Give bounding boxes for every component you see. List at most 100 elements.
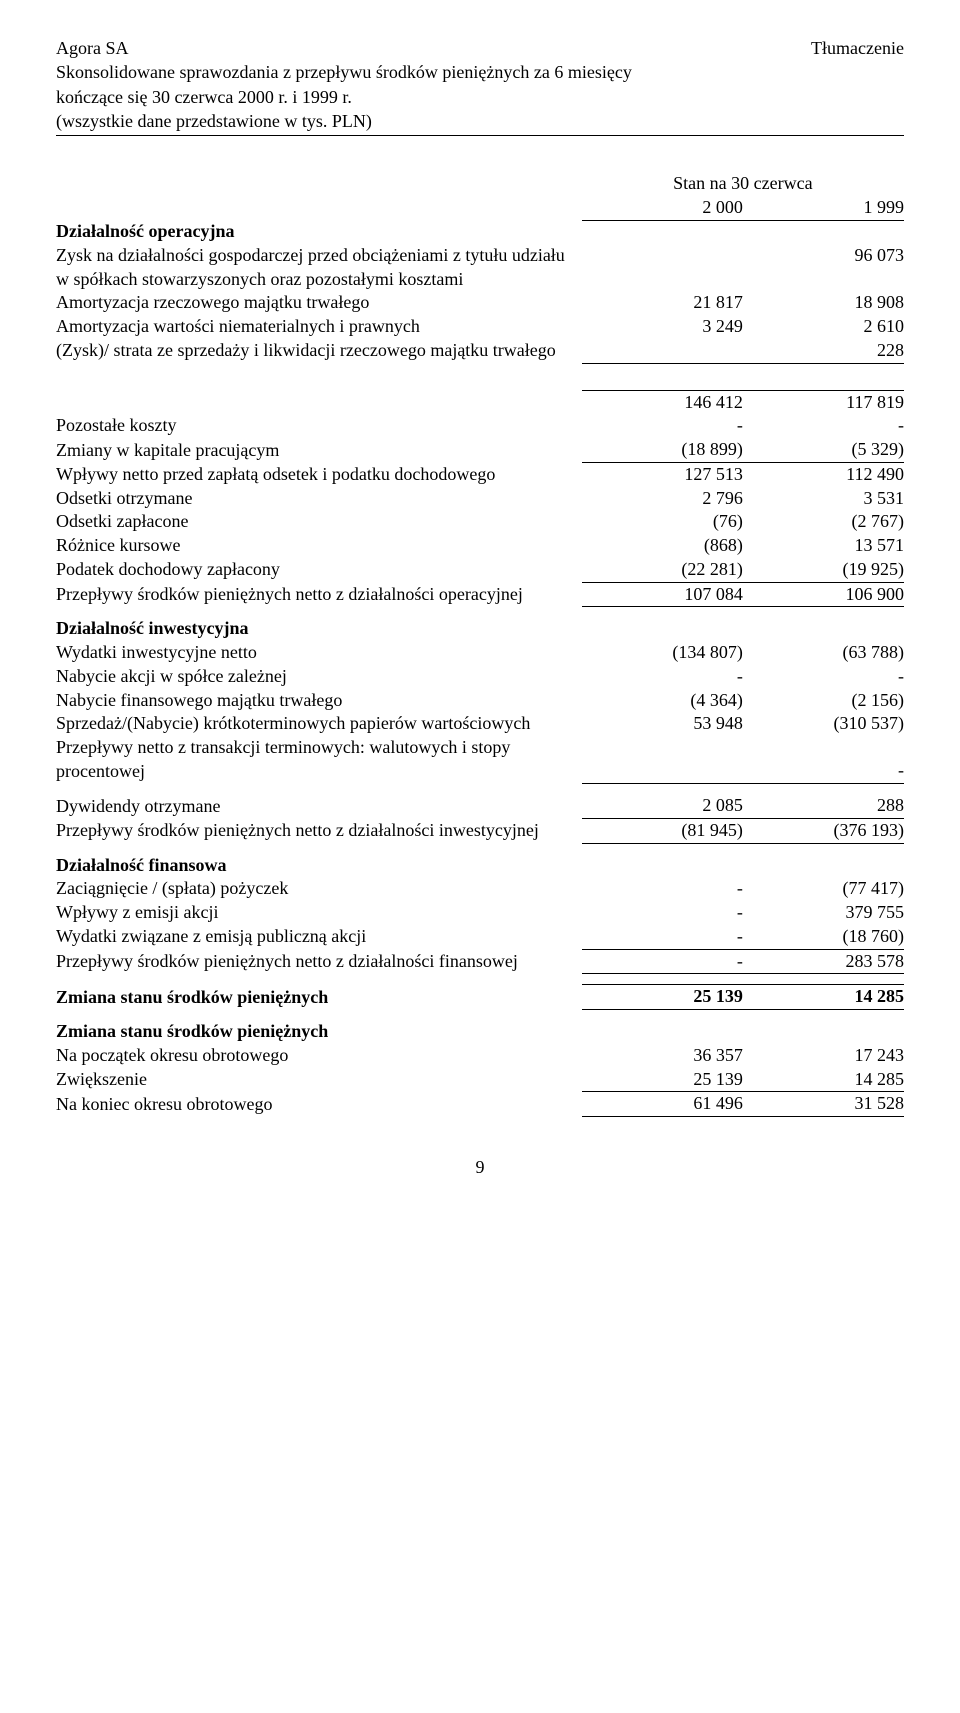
op-r1-c1: [582, 244, 743, 292]
change-c1: 25 139: [582, 985, 743, 1010]
header-right: Tłumaczenie: [811, 36, 904, 60]
inv-r3-c2: (2 156): [743, 689, 904, 713]
page-number: 9: [56, 1157, 904, 1178]
op-r8-c2: 3 531: [743, 487, 904, 511]
op-r4-c2: 228: [743, 339, 904, 363]
investing-title: Działalność inwestycyjna: [56, 617, 582, 641]
op-subtotal-c1: 146 412: [582, 390, 743, 414]
header-left: Agora SA: [56, 36, 129, 60]
op-r11-label: Podatek dochodowy zapłacony: [56, 558, 582, 582]
op-subtotal-c2: 117 819: [743, 390, 904, 414]
op-r2-label: Amortyzacja rzeczowego majątku trwałego: [56, 291, 582, 315]
cashflow-table: Stan na 30 czerwca 2 000 1 999 Działalno…: [56, 172, 904, 1117]
change-title: Zmiana stanu środków pieniężnych: [56, 985, 582, 1010]
op-r2-c2: 18 908: [743, 291, 904, 315]
recon-r3-c2: 31 528: [743, 1092, 904, 1117]
inv-r5-label: Przepływy netto z transakcji terminowych…: [56, 736, 582, 784]
inv-r5-c1: [582, 736, 743, 784]
fin-r3-c2: (18 760): [743, 925, 904, 949]
company-name: Agora SA: [56, 38, 129, 58]
op-r12-c1: 107 084: [582, 582, 743, 607]
inv-r2-c1: -: [582, 665, 743, 689]
recon-title: Zmiana stanu środków pieniężnych: [56, 1020, 582, 1044]
period-header: Stan na 30 czerwca: [582, 172, 904, 196]
recon-r1-label: Na początek okresu obrotowego: [56, 1044, 582, 1068]
op-r9-label: Odsetki zapłacone: [56, 510, 582, 534]
operating-title: Działalność operacyjna: [56, 220, 582, 244]
op-r12-label: Przepływy środków pieniężnych netto z dz…: [56, 582, 582, 607]
op-r2-c1: 21 817: [582, 291, 743, 315]
fin-r1-c1: -: [582, 877, 743, 901]
op-r4-c1: [582, 339, 743, 363]
op-r3-c2: 2 610: [743, 315, 904, 339]
inv-r2-label: Nabycie akcji w spółce zależnej: [56, 665, 582, 689]
inv-r1-label: Wydatki inwestycyjne netto: [56, 641, 582, 665]
fin-r4-label: Przepływy środków pieniężnych netto z dz…: [56, 949, 582, 974]
op-r10-label: Różnice kursowe: [56, 534, 582, 558]
op-r12-c2: 106 900: [743, 582, 904, 607]
inv-r3-label: Nabycie finansowego majątku trwałego: [56, 689, 582, 713]
recon-r3-label: Na koniec okresu obrotowego: [56, 1092, 582, 1117]
op-r1-label: Zysk na działalności gospodarczej przed …: [56, 244, 582, 292]
inv-r6-c1: 2 085: [582, 794, 743, 818]
fin-r2-c2: 379 755: [743, 901, 904, 925]
inv-r3-c1: (4 364): [582, 689, 743, 713]
recon-r2-c2: 14 285: [743, 1068, 904, 1092]
financing-title: Działalność finansowa: [56, 854, 582, 878]
op-r6-c1: (18 899): [582, 438, 743, 462]
inv-r6-c2: 288: [743, 794, 904, 818]
fin-r2-label: Wpływy z emisji akcji: [56, 901, 582, 925]
op-r7-label: Wpływy netto przed zapłatą odsetek i pod…: [56, 462, 582, 486]
op-r6-label: Zmiany w kapitale pracującym: [56, 438, 582, 462]
inv-r4-c2: (310 537): [743, 712, 904, 736]
op-r11-c2: (19 925): [743, 558, 904, 582]
recon-r1-c1: 36 357: [582, 1044, 743, 1068]
fin-r1-label: Zaciągnięcie / (spłata) pożyczek: [56, 877, 582, 901]
op-r8-c1: 2 796: [582, 487, 743, 511]
fin-r3-c1: -: [582, 925, 743, 949]
fin-r2-c1: -: [582, 901, 743, 925]
op-r7-c2: 112 490: [743, 462, 904, 486]
op-r1-c2: 96 073: [743, 244, 904, 292]
page-header: Agora SA Tłumaczenie Skonsolidowane spra…: [56, 36, 904, 136]
op-r9-c2: (2 767): [743, 510, 904, 534]
op-r10-c1: (868): [582, 534, 743, 558]
op-r4-label: (Zysk)/ strata ze sprzedaży i likwidacji…: [56, 339, 582, 363]
op-r5-c1: -: [582, 414, 743, 438]
col2-year: 1 999: [743, 196, 904, 220]
inv-r2-c2: -: [743, 665, 904, 689]
header-line3: kończące się 30 czerwca 2000 r. i 1999 r…: [56, 85, 904, 109]
recon-r2-c1: 25 139: [582, 1068, 743, 1092]
op-r3-label: Amortyzacja wartości niematerialnych i p…: [56, 315, 582, 339]
op-r10-c2: 13 571: [743, 534, 904, 558]
op-r8-label: Odsetki otrzymane: [56, 487, 582, 511]
fin-r4-c1: -: [582, 949, 743, 974]
inv-r5-c2: -: [743, 736, 904, 784]
header-line2: Skonsolidowane sprawozdania z przepływu …: [56, 60, 904, 84]
inv-r7-c2: (376 193): [743, 818, 904, 843]
col1-year: 2 000: [582, 196, 743, 220]
inv-r1-c2: (63 788): [743, 641, 904, 665]
page: Agora SA Tłumaczenie Skonsolidowane spra…: [0, 0, 960, 1202]
op-r5-c2: -: [743, 414, 904, 438]
op-r3-c1: 3 249: [582, 315, 743, 339]
op-r9-c1: (76): [582, 510, 743, 534]
inv-r4-label: Sprzedaż/(Nabycie) krótkoterminowych pap…: [56, 712, 582, 736]
change-c2: 14 285: [743, 985, 904, 1010]
translation-label: Tłumaczenie: [811, 38, 904, 58]
header-line4: (wszystkie dane przedstawione w tys. PLN…: [56, 109, 904, 133]
inv-r4-c1: 53 948: [582, 712, 743, 736]
fin-r3-label: Wydatki związane z emisją publiczną akcj…: [56, 925, 582, 949]
recon-r1-c2: 17 243: [743, 1044, 904, 1068]
inv-r6-label: Dywidendy otrzymane: [56, 794, 582, 818]
recon-r3-c1: 61 496: [582, 1092, 743, 1117]
inv-r7-c1: (81 945): [582, 818, 743, 843]
inv-r7-label: Przepływy środków pieniężnych netto z dz…: [56, 818, 582, 843]
op-r6-c2: (5 329): [743, 438, 904, 462]
op-r5-label: Pozostałe koszty: [56, 414, 582, 438]
op-r11-c1: (22 281): [582, 558, 743, 582]
inv-r1-c1: (134 807): [582, 641, 743, 665]
op-r7-c1: 127 513: [582, 462, 743, 486]
fin-r1-c2: (77 417): [743, 877, 904, 901]
recon-r2-label: Zwiększenie: [56, 1068, 582, 1092]
